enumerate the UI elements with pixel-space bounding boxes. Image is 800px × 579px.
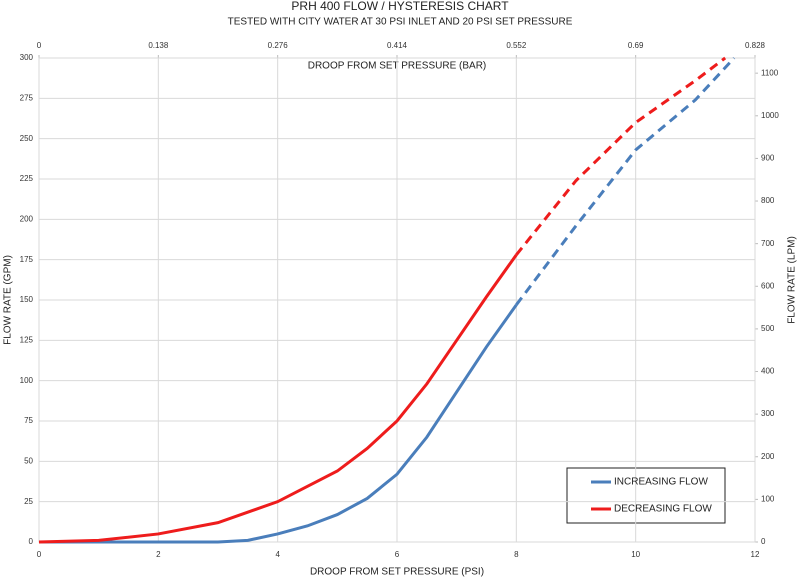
- y-tick-label: 125: [20, 335, 34, 344]
- y-tick-label: 75: [24, 416, 33, 425]
- x2-tick-label: 0.69: [628, 41, 644, 50]
- x-tick-label: 8: [514, 550, 519, 559]
- y-tick-label: 25: [24, 497, 33, 506]
- y-tick-label: 200: [20, 214, 34, 223]
- y2-tick-label: 700: [761, 239, 775, 248]
- y-tick-label: 175: [20, 255, 34, 264]
- x2-tick-label: 0.552: [506, 41, 527, 50]
- y-tick-label: 0: [29, 537, 34, 546]
- y-tick-label: 300: [20, 53, 34, 62]
- series-line: [39, 303, 518, 544]
- y2-tick-label: 300: [761, 409, 775, 418]
- y2-tick-label: 0: [761, 537, 766, 546]
- y2-axis-title: FLOW RATE (LPM): [787, 236, 798, 324]
- y2-tick-label: 400: [761, 367, 775, 376]
- y2-tick-label: 1100: [761, 68, 779, 77]
- legend: [566, 467, 726, 524]
- y-tick-label: 100: [20, 376, 34, 385]
- y2-tick-label: 100: [761, 494, 775, 503]
- x-tick-label: 0: [37, 550, 42, 559]
- y2-tick-label: 900: [761, 154, 775, 163]
- y-tick-label: 150: [20, 295, 34, 304]
- x2-tick-label: 0.138: [148, 41, 169, 50]
- x-tick-label: 4: [275, 550, 280, 559]
- y-tick-label: 225: [20, 174, 34, 183]
- y2-tick-label: 500: [761, 324, 775, 333]
- y2-tick-label: 800: [761, 196, 775, 205]
- y2-tick-label: 200: [761, 452, 775, 461]
- y-tick-label: 250: [20, 134, 34, 143]
- chart-title: PRH 400 FLOW / HYSTERESIS CHART: [291, 0, 509, 13]
- y-tick-label: 275: [20, 93, 34, 102]
- y2-tick-label: 600: [761, 281, 775, 290]
- x-tick-label: 2: [156, 550, 161, 559]
- x-axis-title: DROOP FROM SET PRESSURE (PSI): [310, 567, 484, 578]
- x2-tick-label: 0: [37, 41, 42, 50]
- legend-label: INCREASING FLOW: [614, 477, 708, 488]
- x2-tick-label: 0.828: [745, 41, 766, 50]
- chart-subtitle: TESTED WITH CITY WATER AT 30 PSI INLET A…: [228, 17, 573, 28]
- series-line: [38, 253, 518, 544]
- plot-frame: [38, 57, 756, 543]
- x-tick-label: 12: [751, 550, 760, 559]
- y2-tick-label: 1000: [761, 111, 779, 120]
- x-tick-label: 10: [631, 550, 640, 559]
- x2-tick-label: 0.414: [387, 41, 408, 50]
- y-axis-title: FLOW RATE (GPM): [3, 255, 14, 345]
- x2-tick-label: 0.276: [268, 41, 289, 50]
- y-tick-label: 50: [24, 456, 33, 465]
- series-line: [515, 56, 727, 256]
- series-line: [515, 56, 736, 306]
- legend-label: DECREASING FLOW: [614, 504, 712, 515]
- x-tick-label: 6: [395, 550, 400, 559]
